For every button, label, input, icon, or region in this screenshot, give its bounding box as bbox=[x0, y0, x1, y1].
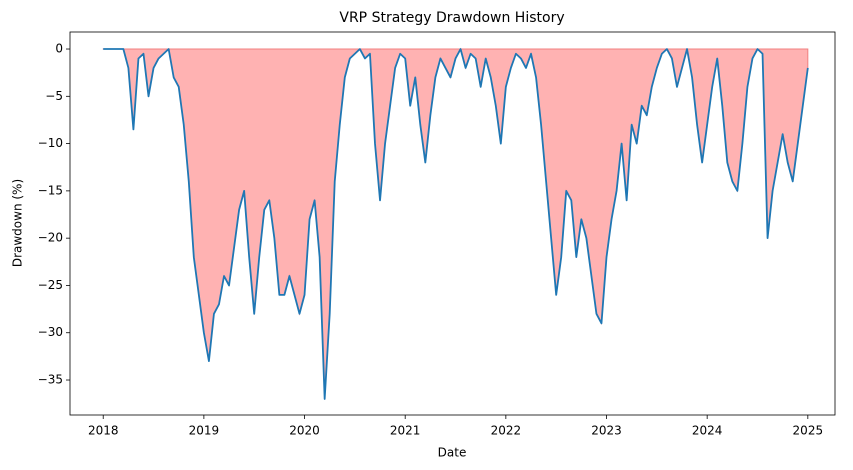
y-tick-label: −25 bbox=[38, 278, 63, 292]
drawdown-line bbox=[103, 48, 809, 400]
x-tick-label: 2019 bbox=[189, 424, 220, 438]
y-tick-label: −10 bbox=[38, 136, 63, 150]
y-tick-label: −35 bbox=[38, 373, 63, 387]
x-tick-label: 2023 bbox=[591, 424, 622, 438]
x-tick-label: 2025 bbox=[793, 424, 824, 438]
x-tick-label: 2018 bbox=[88, 424, 119, 438]
x-tick-label: 2024 bbox=[692, 424, 723, 438]
y-axis-label: Drawdown (%) bbox=[11, 179, 25, 267]
y-tick-label: −5 bbox=[45, 89, 63, 103]
x-axis-label: Date bbox=[438, 446, 467, 460]
y-tick-label: 0 bbox=[55, 42, 63, 56]
y-tick-label: −30 bbox=[38, 325, 63, 339]
x-tick-label: 2022 bbox=[491, 424, 522, 438]
x-tick-label: 2020 bbox=[289, 424, 320, 438]
drawdown-area bbox=[102, 47, 809, 399]
y-tick-label: −20 bbox=[38, 231, 63, 245]
x-tick-label: 2021 bbox=[390, 424, 421, 438]
chart-title: VRP Strategy Drawdown History bbox=[339, 10, 564, 26]
plot-frame bbox=[69, 31, 836, 416]
y-tick-label: −15 bbox=[38, 183, 63, 197]
